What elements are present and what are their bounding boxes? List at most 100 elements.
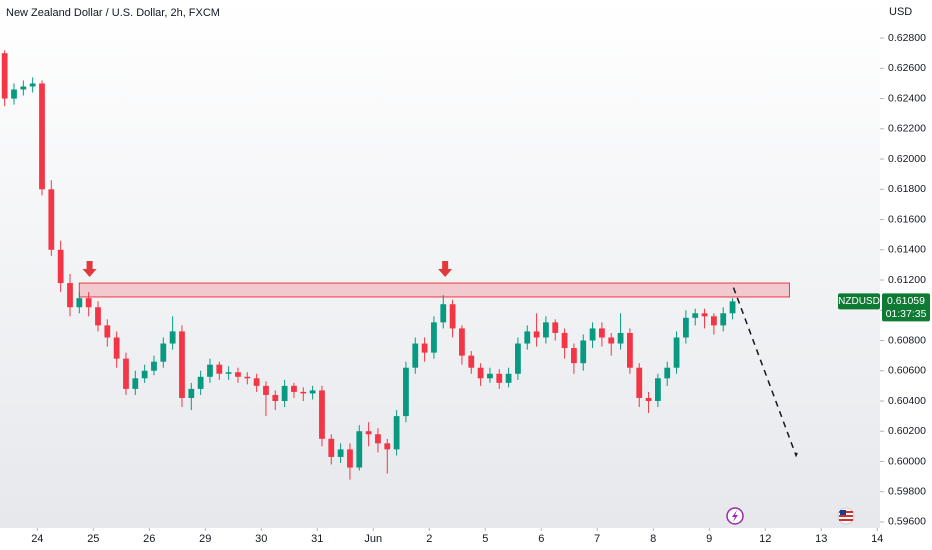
candle-body <box>505 373 512 383</box>
countdown-label: 01:37:35 <box>886 308 927 320</box>
candle-body <box>319 390 325 439</box>
x-tick-label: 31 <box>311 533 323 545</box>
candle-body <box>692 313 699 318</box>
candle-body <box>188 388 195 398</box>
candle-body <box>729 301 736 314</box>
candle-body <box>701 313 708 317</box>
candle-body <box>95 307 101 326</box>
candle-body <box>132 378 139 389</box>
x-tick-label: Jun <box>364 533 382 545</box>
x-tick-label: 2 <box>426 533 432 545</box>
flag-icon[interactable] <box>837 507 855 525</box>
candle-body <box>85 298 92 308</box>
x-tick-label: 30 <box>255 533 267 545</box>
candle-body <box>543 322 549 338</box>
price-axis-background <box>880 0 932 550</box>
candle-body <box>524 331 531 344</box>
candle-body <box>309 390 316 394</box>
y-tick-label: 0.60600 <box>888 365 926 377</box>
x-tick-label: 25 <box>87 533 99 545</box>
x-tick-label: 29 <box>199 533 211 545</box>
candle-body <box>645 397 652 401</box>
candle-body <box>571 348 577 364</box>
candle-body <box>169 331 176 344</box>
candle-body <box>449 304 456 329</box>
projection-line <box>732 287 800 458</box>
chart-title: New Zealand Dollar / U.S. Dollar, 2h, FX… <box>6 7 220 19</box>
candle-body <box>76 298 83 308</box>
candle-body <box>365 431 372 435</box>
y-tick-label: 0.61800 <box>888 183 926 195</box>
candle-body <box>561 332 568 349</box>
candle-body <box>67 283 73 308</box>
candle-body <box>263 385 269 395</box>
candle-body <box>337 449 344 457</box>
candle-body <box>617 332 624 344</box>
candle-body <box>48 189 55 250</box>
candle-body <box>496 373 503 383</box>
candle-body <box>683 317 689 338</box>
candle-body <box>235 372 241 377</box>
candle-body <box>375 434 381 444</box>
symbol-box <box>838 293 880 310</box>
candle-body <box>328 438 335 457</box>
candle-body <box>515 343 521 374</box>
candle-body <box>720 313 727 326</box>
candle-body <box>39 83 45 190</box>
y-tick-label: 0.62200 <box>888 123 926 135</box>
candle-body <box>589 328 596 341</box>
candle-body <box>291 385 297 392</box>
x-tick-label: 5 <box>482 533 488 545</box>
candle-body <box>655 378 661 401</box>
price-box <box>882 293 930 322</box>
candle-body <box>412 343 419 368</box>
currency-label: USD <box>889 6 912 18</box>
candle-body <box>20 86 27 90</box>
plot-background <box>0 0 880 528</box>
symbol-label: NZDUSD <box>838 296 880 307</box>
candle-body <box>216 364 223 374</box>
y-tick-label: 0.60000 <box>888 455 926 467</box>
candle-body <box>300 391 307 394</box>
flag-stripe <box>839 519 853 521</box>
y-tick-label: 0.62000 <box>888 153 926 165</box>
y-tick-label: 0.62800 <box>888 32 926 44</box>
candle-body <box>468 355 475 368</box>
y-tick-label: 0.60200 <box>888 425 926 437</box>
candle-body <box>29 83 36 87</box>
candle-body <box>431 322 437 353</box>
candle-body <box>673 337 680 368</box>
candle-body <box>123 358 129 389</box>
candle-body <box>151 361 157 371</box>
y-tick-label: 0.61400 <box>888 244 926 256</box>
candle-body <box>356 431 363 468</box>
candle-body <box>179 331 185 398</box>
candle-body <box>636 367 643 398</box>
candle-body <box>403 367 409 417</box>
candle-body <box>281 385 288 401</box>
candle-body <box>104 325 111 338</box>
x-tick-label: 26 <box>143 533 155 545</box>
price-label: 0.61059 <box>887 295 925 307</box>
event-bolt <box>732 510 738 522</box>
candle-body <box>664 367 671 379</box>
candle-body <box>552 322 559 333</box>
chart-layer <box>1 37 884 531</box>
candle-body <box>244 376 251 379</box>
candle-body <box>440 304 447 323</box>
event-icon[interactable] <box>726 507 744 525</box>
candle-body <box>1 53 8 99</box>
y-tick-label: 0.62400 <box>888 92 926 104</box>
candle-body <box>459 328 465 356</box>
candle-body <box>207 364 213 377</box>
candle-body <box>160 343 167 362</box>
resistance-zone <box>78 282 790 298</box>
y-tick-label: 0.59800 <box>888 485 926 497</box>
x-tick-label: 14 <box>871 533 883 545</box>
candle-body <box>710 316 717 326</box>
candle-body <box>477 367 484 379</box>
x-tick-label: 24 <box>31 533 43 545</box>
candle-body <box>225 372 232 374</box>
